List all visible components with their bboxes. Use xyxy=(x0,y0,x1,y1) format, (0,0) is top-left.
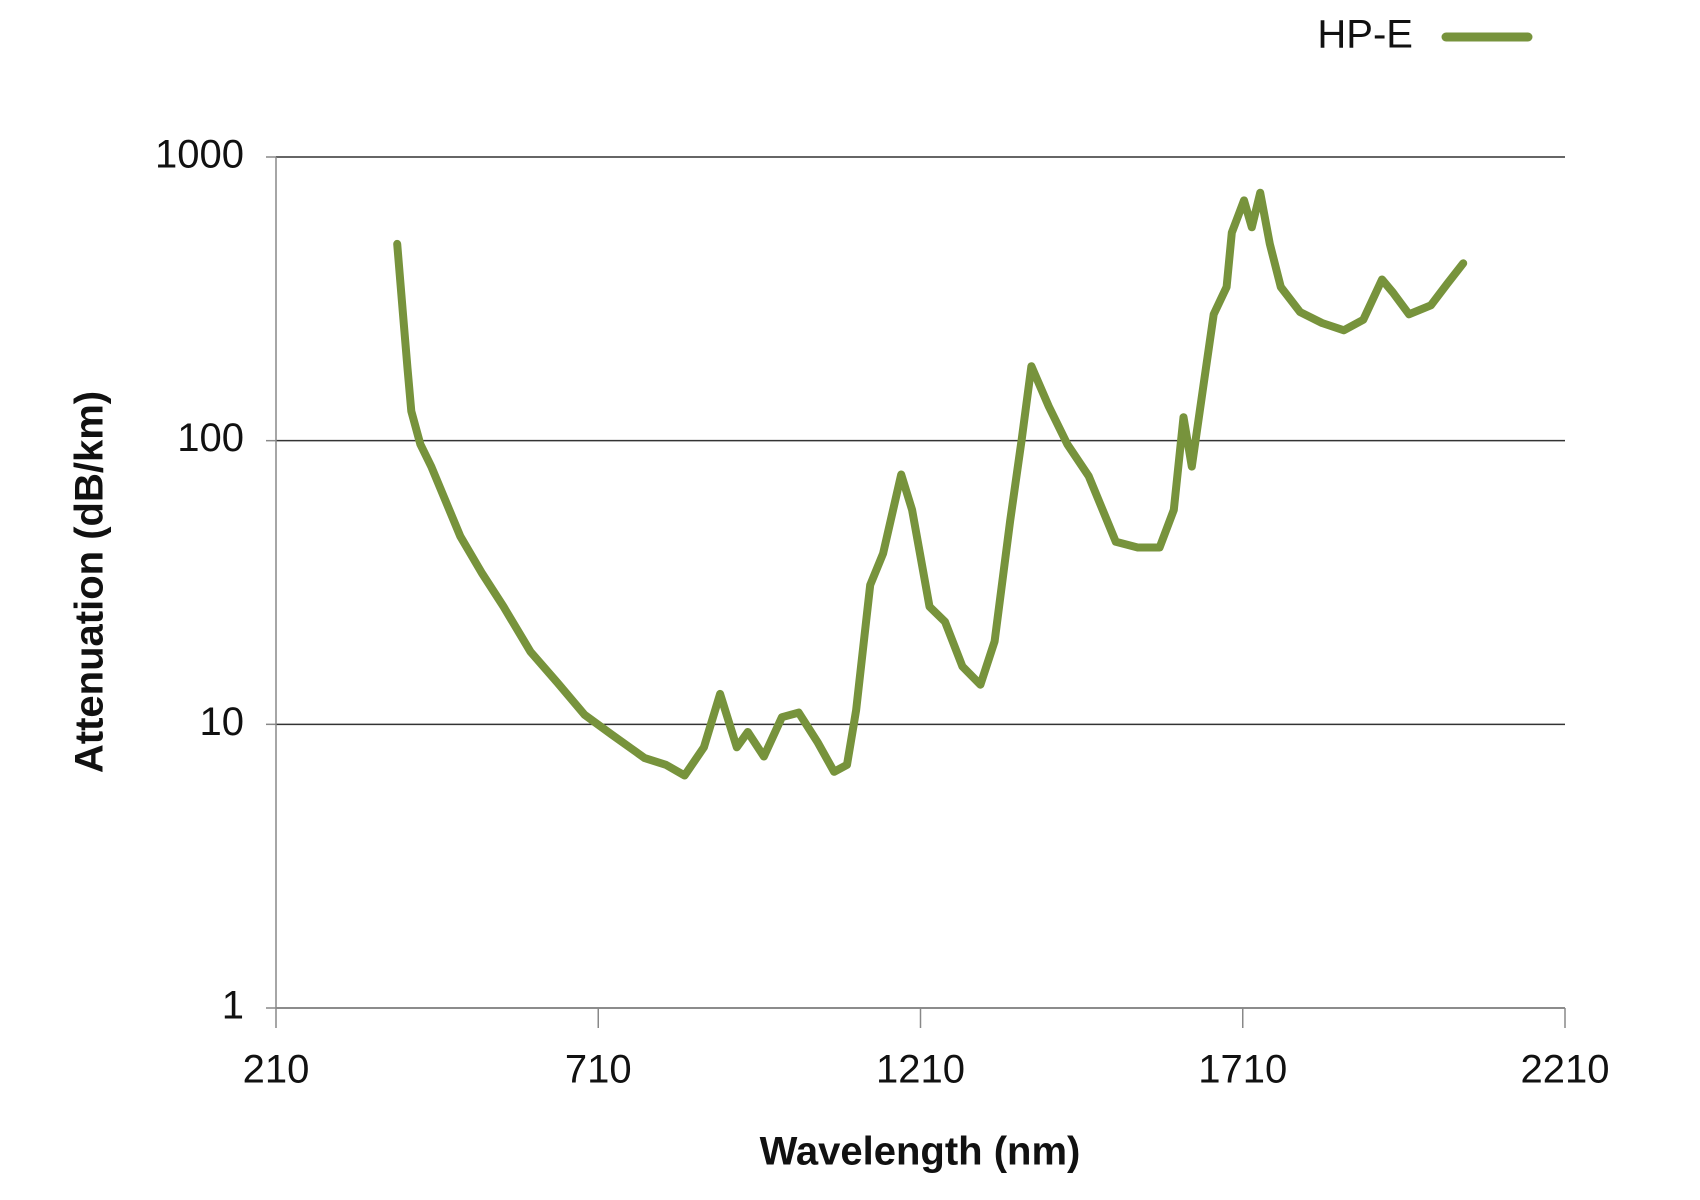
y-tick-label: 1000 xyxy=(155,133,244,177)
x-tick-label: 710 xyxy=(565,1048,632,1092)
y-tick-label: 1 xyxy=(222,984,244,1028)
data-line xyxy=(393,188,1468,780)
y-tick-label: 10 xyxy=(200,700,245,744)
y-axis-title: Attenuation (dB/km) xyxy=(68,391,112,773)
x-tick-label: 1710 xyxy=(1198,1048,1287,1092)
legend-label: HP-E xyxy=(1317,13,1413,57)
x-axis-title: Wavelength (nm) xyxy=(760,1130,1081,1174)
x-tick-label: 210 xyxy=(243,1048,310,1092)
y-tick-label: 100 xyxy=(177,416,244,460)
x-tick-label: 1210 xyxy=(876,1048,965,1092)
x-tick-label: 2210 xyxy=(1521,1048,1610,1092)
